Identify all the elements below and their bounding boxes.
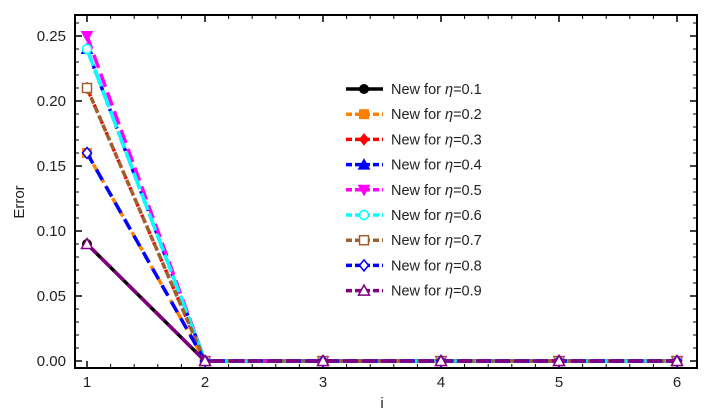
series-7 [81,82,683,367]
circle-marker [359,84,369,94]
series-line [85,242,677,363]
y-tick-label: 0.15 [37,158,66,175]
triangle-up-marker [434,353,448,367]
square-marker [358,234,370,246]
diamond-marker [358,133,370,146]
series-9 [80,236,684,367]
triangle-up-marker [552,353,566,367]
series-3 [81,81,683,368]
diamond-marker [358,258,370,273]
legend-label: New for η=0.4 [391,158,482,174]
x-tick-label: 5 [555,374,563,391]
series-line [85,48,677,363]
legend-label: New for η=0.8 [391,258,482,274]
legend-item: New for η=0.1 [346,82,482,98]
legend-item: New for η=0.5 [346,183,482,199]
triangle-up-marker [670,353,684,367]
y-tick-label: 0.05 [37,288,66,305]
legend-item: New for η=0.3 [346,132,482,148]
y-axis-label: Error [11,185,28,218]
legend-label: New for η=0.2 [391,107,482,123]
triangle-up-marker [357,158,371,170]
diamond-marker [81,146,93,160]
legend-item: New for η=0.8 [346,258,482,274]
square-marker [81,82,93,94]
legend-item: New for η=0.4 [346,158,482,174]
legend-label: New for η=0.9 [391,284,482,300]
legend-item: New for η=0.9 [346,283,482,300]
x-tick-label: 1 [83,374,91,391]
plot-frame [74,14,698,369]
series-6 [81,43,683,367]
square-marker [359,109,369,120]
series-line [85,242,677,363]
series-line [85,87,677,363]
series-5 [80,31,684,368]
series-line [85,87,677,363]
series-4 [80,42,684,366]
x-tick-label: 3 [319,374,327,391]
circle-marker [81,43,93,55]
y-tick-label: 0.10 [37,223,66,240]
series-line [85,48,677,363]
legend-item: New for η=0.2 [346,107,482,123]
triangle-down-marker [80,31,94,43]
legend-label: New for η=0.5 [391,183,482,199]
legend-label: New for η=0.1 [391,82,482,98]
triangle-up-marker [357,283,371,296]
triangle-down-marker [357,184,371,197]
x-axis-label: i [380,395,383,412]
circle-marker [358,209,370,221]
x-tick-label: 6 [673,374,681,391]
y-tick-label: 0.25 [37,28,66,45]
legend-item: New for η=0.7 [346,233,482,249]
x-tick-label: 4 [437,374,445,391]
legend-item: New for η=0.6 [346,208,482,224]
triangle-up-marker [198,353,212,367]
y-tick-label: 0.20 [37,93,66,110]
legend-label: New for η=0.6 [391,208,482,224]
triangle-up-marker [316,353,330,367]
legend-label: New for η=0.7 [391,233,482,249]
y-tick-label: 0.00 [37,353,66,370]
series-8 [81,146,683,368]
legend-label: New for η=0.3 [391,132,482,148]
x-tick-label: 2 [201,374,209,391]
triangle-up-marker [80,236,94,250]
series-2 [82,148,682,366]
